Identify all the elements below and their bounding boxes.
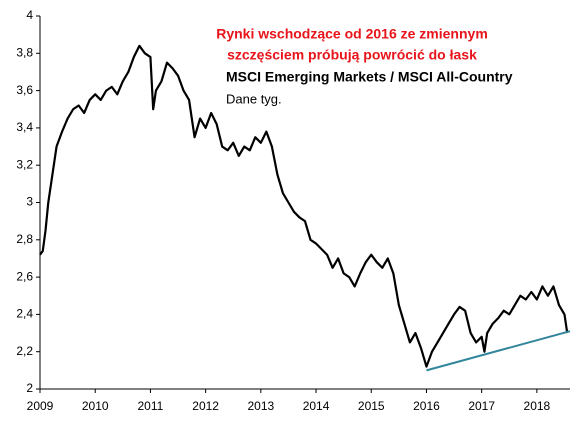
x-tick-label: 2015 [358,399,385,413]
x-tick-label: 2017 [468,399,495,413]
line [426,330,571,372]
y-tick-label: 3,8 [16,45,33,59]
y-tick-label: 2,2 [16,344,33,358]
line [39,44,569,368]
y-tick-label: 3,6 [16,83,33,97]
y-tick-label: 2 [26,381,33,395]
y-tick-label: 3,2 [16,157,33,171]
x-tick-label: 2018 [524,399,551,413]
y-tick-label: 2,6 [16,269,33,283]
y-tick-label: 3 [26,195,33,209]
x-tick-label: 2011 [138,399,164,413]
x-tick-label: 2016 [413,399,440,413]
y-tick-label: 3,4 [16,120,33,134]
x-tick-label: 2014 [303,399,330,413]
chart-title: szczęściem próbują powrócić do łask [227,47,477,63]
x-tick-label: 2010 [82,399,109,413]
x-tick-label: 2013 [247,399,274,413]
y-tick-label: 4 [26,8,33,22]
y-tick-label: 2,4 [16,307,33,321]
chart-title: Rynki wschodzące od 2016 ze zmiennym [216,26,488,42]
chart-subtitle: MSCI Emerging Markets / MSCI All-Country [226,69,513,85]
chart-note: Dane tyg. [226,91,282,106]
x-tick-label: 2012 [192,399,219,413]
x-tick-label: 2009 [27,399,54,413]
y-tick-label: 2,8 [16,232,33,246]
